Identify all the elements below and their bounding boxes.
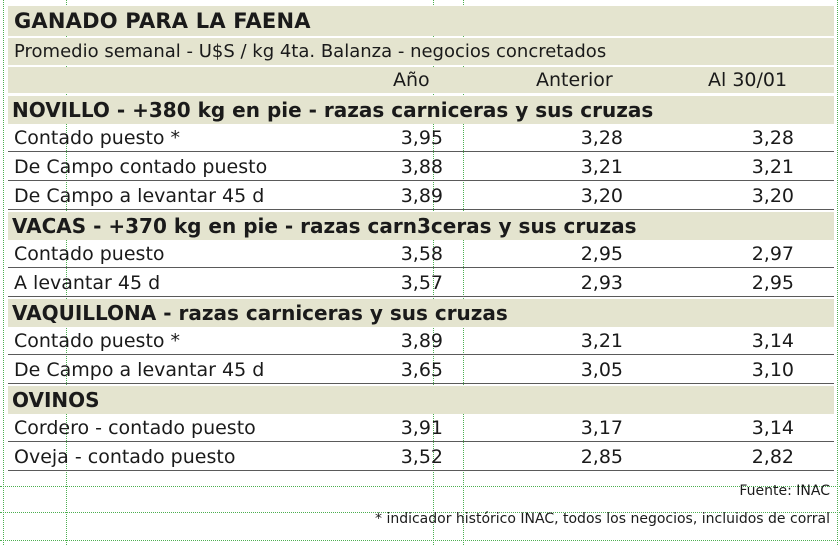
value-year: 3,57 <box>400 272 443 294</box>
value-date: 3,14 <box>751 330 794 352</box>
value-previous: 3,17 <box>580 417 623 439</box>
value-previous: 3,20 <box>580 185 623 207</box>
row-label: De Campo contado puesto <box>14 156 268 178</box>
section-vacas: VACAS - +370 kg en pie - razas carn3cera… <box>8 212 834 240</box>
table-title: GANADO PARA LA FAENA <box>8 6 834 36</box>
row-label: Contado puesto * <box>14 330 181 352</box>
guide-line <box>0 512 840 513</box>
column-header-date: Al 30/01 <box>708 69 788 91</box>
value-date: 3,20 <box>751 185 794 207</box>
footnote: * indicador histórico INAC, todos los ne… <box>375 511 830 527</box>
column-header-row: Año Anterior Al 30/01 <box>8 67 834 93</box>
row-label: De Campo a levantar 45 d <box>14 359 265 381</box>
value-year: 3,95 <box>400 127 443 149</box>
value-date: 2,95 <box>751 272 794 294</box>
value-year: 3,91 <box>400 417 443 439</box>
column-header-previous: Anterior <box>536 69 613 91</box>
table-row: Oveja - contado puesto 3,52 2,85 2,82 <box>8 444 834 471</box>
guide-line <box>3 0 4 545</box>
guide-line <box>0 486 840 487</box>
section-vaquillona: VAQUILLONA - razas carniceras y sus cruz… <box>8 299 834 327</box>
guide-line <box>837 0 838 545</box>
value-year: 3,58 <box>400 243 443 265</box>
row-label: Cordero - contado puesto <box>14 417 256 439</box>
guide-line <box>463 0 464 545</box>
value-date: 3,14 <box>751 417 794 439</box>
guide-line <box>66 0 67 545</box>
table-row: De Campo a levantar 45 d 3,89 3,20 3,20 <box>8 183 834 210</box>
value-previous: 2,95 <box>580 243 623 265</box>
value-date: 3,10 <box>751 359 794 381</box>
table-row: Contado puesto * 3,89 3,21 3,14 <box>8 328 834 355</box>
value-year: 3,52 <box>400 446 443 468</box>
row-label: A levantar 45 d <box>14 272 161 294</box>
value-previous: 3,21 <box>580 156 623 178</box>
section-ovinos: OVINOS <box>8 386 834 414</box>
table-row: Contado puesto 3,58 2,95 2,97 <box>8 241 834 268</box>
table-row: Cordero - contado puesto 3,91 3,17 3,14 <box>8 415 834 442</box>
value-year: 3,88 <box>400 156 443 178</box>
value-date: 2,97 <box>751 243 794 265</box>
row-label: Oveja - contado puesto <box>14 446 236 468</box>
guide-line <box>0 540 840 541</box>
value-previous: 3,05 <box>580 359 623 381</box>
value-year: 3,89 <box>400 330 443 352</box>
guide-line <box>433 0 434 545</box>
value-previous: 2,93 <box>580 272 623 294</box>
value-previous: 3,21 <box>580 330 623 352</box>
value-date: 3,21 <box>751 156 794 178</box>
value-date: 3,28 <box>751 127 794 149</box>
table-subtitle: Promedio semanal - U$S / kg 4ta. Balanza… <box>8 38 834 65</box>
source-note: Fuente: INAC <box>739 483 830 499</box>
row-label: Contado puesto <box>14 243 165 265</box>
row-label: De Campo a levantar 45 d <box>14 185 265 207</box>
section-novillo: NOVILLO - +380 kg en pie - razas carnice… <box>8 96 834 124</box>
column-header-year: Año <box>393 69 430 91</box>
value-previous: 3,28 <box>580 127 623 149</box>
value-year: 3,89 <box>400 185 443 207</box>
value-year: 3,65 <box>400 359 443 381</box>
value-previous: 2,85 <box>580 446 623 468</box>
table-row: De Campo a levantar 45 d 3,65 3,05 3,10 <box>8 357 834 384</box>
table-row: Contado puesto * 3,95 3,28 3,28 <box>8 125 834 152</box>
value-date: 2,82 <box>751 446 794 468</box>
table-row: A levantar 45 d 3,57 2,93 2,95 <box>8 270 834 297</box>
row-label: Contado puesto * <box>14 127 181 149</box>
table-row: De Campo contado puesto 3,88 3,21 3,21 <box>8 154 834 181</box>
